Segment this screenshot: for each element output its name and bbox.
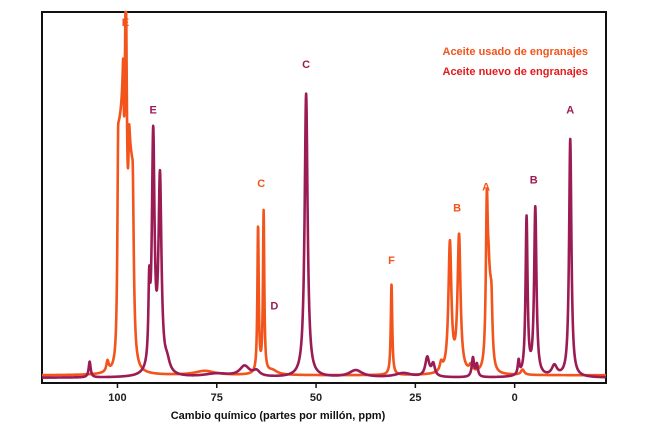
peak-label-0: E xyxy=(122,17,129,29)
x-tick-label-50: 50 xyxy=(310,392,322,404)
legend-entry-1: Aceite nuevo de engranajes xyxy=(443,66,589,78)
legend: Aceite usado de engranajes Aceite nuevo … xyxy=(443,46,589,78)
x-tick-label-100: 100 xyxy=(108,392,126,404)
legend-entry-0: Aceite usado de engranajes xyxy=(443,46,589,58)
series-layer xyxy=(40,10,608,379)
peak-label-8: B xyxy=(530,175,538,187)
peak-label-1: E xyxy=(150,105,157,117)
x-tick-label-0: 0 xyxy=(512,392,518,404)
peak-label-5: F xyxy=(388,255,395,267)
plot-frame xyxy=(41,11,607,384)
peak-label-4: C xyxy=(302,59,310,71)
x-axis-title: Cambio químico (partes por millón, ppm) xyxy=(171,410,386,422)
peak-label-3: D xyxy=(270,301,278,313)
annotation-layer: E E C D C F B A B A xyxy=(122,17,575,313)
plot-area xyxy=(41,11,607,384)
peak-label-2: C xyxy=(257,178,265,190)
x-tick-label-75: 75 xyxy=(211,392,223,404)
peak-label-6: B xyxy=(453,203,461,215)
series-line-1 xyxy=(40,92,608,379)
x-tick-label-25: 25 xyxy=(409,392,421,404)
x-axis: 100 75 50 25 0 xyxy=(108,383,518,404)
peak-label-9: A xyxy=(566,105,574,117)
peak-label-7: A xyxy=(482,182,490,194)
